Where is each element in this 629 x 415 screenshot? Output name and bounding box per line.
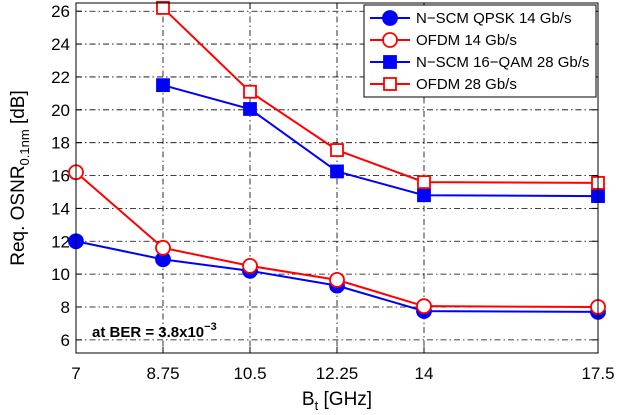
data-point — [330, 164, 344, 179]
x-axis-label: Bt [GHz] — [302, 389, 372, 413]
y-tick-label: 8 — [61, 298, 70, 317]
data-point — [417, 175, 431, 190]
y-axis-label-sub: 0.1nm — [17, 129, 32, 165]
x-axis-label-rest: [GHz] — [318, 389, 372, 410]
y-tick-label: 24 — [51, 35, 70, 54]
y-tick-label: 6 — [61, 331, 70, 350]
x-tick-label: 7 — [71, 364, 80, 383]
legend-box — [363, 4, 597, 98]
legend-label: N−SCM QPSK 14 Gb/s — [416, 10, 571, 27]
legend-item: N−SCM QPSK 14 Gb/s — [370, 10, 571, 27]
data-point — [417, 188, 431, 203]
y-tick-label: 16 — [51, 167, 70, 186]
legend-item: OFDM 28 Gb/s — [370, 76, 517, 93]
data-point — [330, 143, 344, 157]
series-2 — [68, 164, 606, 315]
y-tick-label: 12 — [51, 232, 70, 251]
data-point — [155, 239, 171, 256]
plot-frame — [75, 2, 599, 354]
x-axis-ticks: 7 8.75 10.5 12.25 14 17.5 — [71, 3, 615, 383]
data-point — [243, 102, 257, 116]
x-axis-label-main: B — [302, 389, 315, 410]
y-tick-label: 14 — [51, 199, 70, 218]
legend-item: OFDM 14 Gb/s — [370, 32, 517, 49]
legend-marker — [382, 32, 398, 48]
legend-label: N−SCM 16−QAM 28 Gb/s — [416, 54, 589, 71]
x-tick-label: 8.75 — [146, 364, 179, 383]
ber-annotation-text: at BER = 3.8x10 — [92, 324, 204, 341]
data-point — [243, 84, 257, 99]
legend-label: OFDM 14 Gb/s — [416, 32, 517, 49]
data-point — [416, 298, 432, 315]
y-axis-label-main: Req. OSNR — [8, 165, 29, 265]
data-point — [156, 78, 170, 93]
x-tick-label: 12.25 — [316, 364, 359, 383]
y-tick-label: 26 — [51, 2, 70, 21]
data-point — [242, 258, 258, 274]
series-line — [162, 84, 599, 198]
data-point — [329, 271, 345, 288]
y-tick-label: 22 — [51, 68, 70, 87]
y-axis-ticks: 6 8 10 12 14 16 18 20 22 24 26 — [51, 2, 598, 350]
y-tick-label: 20 — [51, 101, 70, 120]
legend-item: N−SCM 16−QAM 28 Gb/s — [370, 54, 589, 71]
legend-marker — [383, 55, 397, 69]
y-axis-label: Req. OSNR0.1nm [dB] — [8, 90, 32, 266]
y-axis-label-rest: [dB] — [8, 90, 29, 129]
legend-label: OFDM 28 Gb/s — [416, 76, 517, 93]
x-axis-label-sub: t — [315, 398, 319, 413]
legend-marker — [383, 77, 397, 91]
series-line — [75, 171, 599, 308]
data-point — [156, 1, 170, 15]
legend: N−SCM QPSK 14 Gb/s OFDM 14 Gb/s N−SCM 16−Q… — [363, 4, 597, 98]
y-tick-label: 10 — [51, 265, 70, 284]
x-tick-label: 10.5 — [233, 364, 266, 383]
x-tick-label: 17.5 — [581, 364, 614, 383]
y-tick-label: 18 — [51, 134, 70, 153]
series-line — [75, 240, 599, 313]
ber-annotation: at BER = 3.8x10−3 — [92, 321, 217, 341]
legend-marker — [382, 10, 398, 26]
x-tick-label: 14 — [415, 364, 434, 383]
ber-annotation-exponent: −3 — [204, 321, 217, 333]
